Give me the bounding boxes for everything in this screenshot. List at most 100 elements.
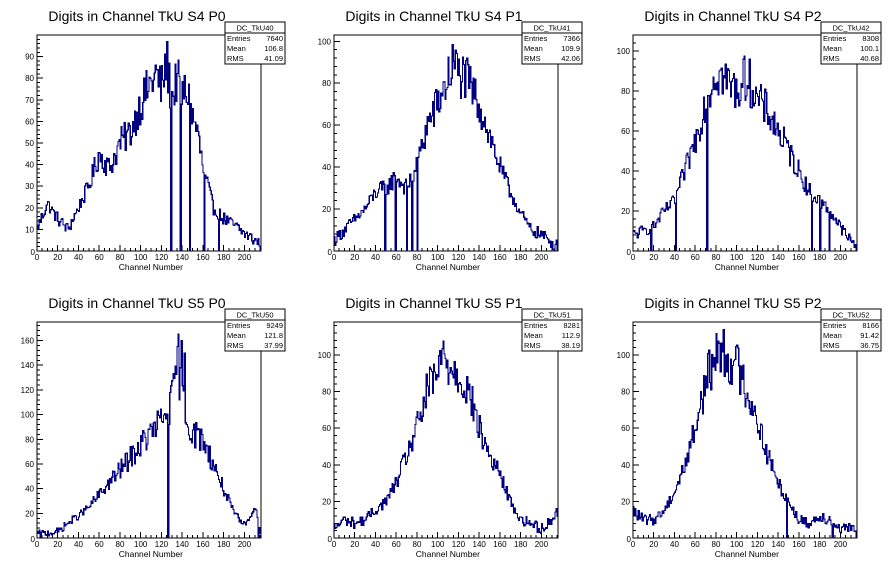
x-tick-label: 200 xyxy=(238,253,252,262)
chart-title: Digits in Channel TkU S4 P2 xyxy=(644,8,821,24)
x-tick-label: 200 xyxy=(834,540,848,549)
x-tick-label: 160 xyxy=(493,540,507,549)
x-tick-label: 100 xyxy=(134,540,148,549)
histogram-series xyxy=(633,55,857,252)
plot-frame xyxy=(632,321,858,539)
x-tick-label: 40 xyxy=(74,540,83,549)
origin-label: 0 xyxy=(31,535,36,544)
stats-name: DC_TkU50 xyxy=(236,311,273,320)
y-tick-label: 60 xyxy=(25,460,34,469)
chart-title: Digits in Channel TkU S5 P2 xyxy=(644,295,821,311)
x-tick-label: 20 xyxy=(53,253,62,262)
stats-value-entries: 8166 xyxy=(862,321,879,330)
origin-label: 0 xyxy=(627,535,632,544)
histogram-panel-4: Digits in Channel TkU S5 P0 0 20 40 60 80 100 1… xyxy=(21,295,286,559)
x-tick-label: 120 xyxy=(155,540,169,549)
x-tick-label: 160 xyxy=(493,253,507,262)
y-tick-label: 20 xyxy=(322,205,331,214)
y-tick-label: 160 xyxy=(21,337,35,346)
histogram-panel-1: Digits in Channel TkU S4 P00 20 40 60 80 100 1… xyxy=(25,8,286,272)
x-tick-label: 140 xyxy=(473,253,487,262)
histogram-panel-3: Digits in Channel TkU S4 P2 0 20 40 60 80 100 1… xyxy=(617,8,882,272)
x-axis-label: Channel Number xyxy=(715,262,779,272)
stats-label-mean: Mean xyxy=(823,331,842,340)
stats-value-entries: 7366 xyxy=(563,34,580,43)
stats-value-mean: 121.8 xyxy=(264,331,283,340)
x-tick-label: 40 xyxy=(670,540,679,549)
stats-value-rms: 38.19 xyxy=(561,341,580,350)
y-tick-label: 100 xyxy=(617,47,631,56)
y-tick-label: 140 xyxy=(21,361,35,370)
x-tick-label: 100 xyxy=(431,540,445,549)
stats-value-mean: 106.8 xyxy=(264,44,283,53)
x-tick-label: 40 xyxy=(74,253,83,262)
x-tick-label: 80 xyxy=(712,540,721,549)
chart-title: Digits in Channel TkU S4 P0 xyxy=(48,8,225,24)
y-tick-label: 30 xyxy=(25,182,34,191)
x-tick-label: 180 xyxy=(217,253,231,262)
x-tick-label: 100 xyxy=(134,253,148,262)
stats-value-entries: 7640 xyxy=(266,34,283,43)
origin-label: 0 xyxy=(627,248,632,257)
stats-label-entries: Entries xyxy=(823,34,847,43)
stats-name: DC_TkU52 xyxy=(832,311,869,320)
x-tick-label: 200 xyxy=(238,540,252,549)
stats-value-entries: 8281 xyxy=(563,321,580,330)
stats-name: DC_TkU51 xyxy=(533,311,570,320)
stats-label-mean: Mean xyxy=(524,44,543,53)
y-tick-label: 60 xyxy=(322,121,331,130)
x-tick-label: 0 xyxy=(631,540,636,549)
chart-title: Digits in Channel TkU S5 P0 xyxy=(48,295,225,311)
stats-label-entries: Entries xyxy=(524,321,548,330)
x-tick-label: 0 xyxy=(35,540,40,549)
x-tick-label: 80 xyxy=(116,253,125,262)
stats-label-entries: Entries xyxy=(227,321,251,330)
stats-value-mean: 91.42 xyxy=(860,331,879,340)
x-tick-label: 60 xyxy=(691,540,700,549)
x-tick-label: 140 xyxy=(772,540,786,549)
y-tick-label: 70 xyxy=(25,96,34,105)
chart-title: Digits in Channel TkU S4 P1 xyxy=(345,8,522,24)
x-tick-label: 60 xyxy=(95,540,104,549)
x-tick-label: 120 xyxy=(751,253,765,262)
y-tick-label: 60 xyxy=(621,424,630,433)
stats-label-entries: Entries xyxy=(227,34,251,43)
x-tick-label: 180 xyxy=(813,253,827,262)
histogram-panel-5: Digits in Channel TkU S5 P1 0 20 40 60 80 100 1… xyxy=(318,295,583,559)
y-tick-label: 20 xyxy=(621,497,630,506)
stats-name: DC_TkU42 xyxy=(832,24,869,33)
x-tick-label: 160 xyxy=(196,253,210,262)
x-tick-label: 180 xyxy=(813,540,827,549)
x-tick-label: 0 xyxy=(332,253,337,262)
x-tick-label: 20 xyxy=(350,253,359,262)
stats-box-frame xyxy=(820,308,882,352)
stats-name: DC_TkU40 xyxy=(236,24,273,33)
plot-frame xyxy=(333,34,559,252)
x-tick-label: 120 xyxy=(452,540,466,549)
x-tick-label: 20 xyxy=(649,540,658,549)
x-tick-label: 80 xyxy=(413,540,422,549)
histogram-series xyxy=(37,333,261,539)
stats-label-entries: Entries xyxy=(524,34,548,43)
y-tick-label: 40 xyxy=(25,485,34,494)
plot-frame xyxy=(36,321,262,539)
chart-title: Digits in Channel TkU S5 P1 xyxy=(345,295,522,311)
x-tick-label: 80 xyxy=(116,540,125,549)
stats-box-frame xyxy=(521,21,583,65)
y-tick-label: 20 xyxy=(25,509,34,518)
x-axis-label: Channel Number xyxy=(416,262,480,272)
y-tick-label: 40 xyxy=(621,167,630,176)
stats-label-rms: RMS xyxy=(524,54,541,63)
histogram-panel-6: Digits in Channel TkU S5 P2 0 20 40 60 80 100 1… xyxy=(617,295,882,559)
x-tick-label: 100 xyxy=(431,253,445,262)
x-tick-label: 40 xyxy=(371,540,380,549)
stats-value-mean: 112.9 xyxy=(562,331,580,340)
x-tick-label: 200 xyxy=(834,253,848,262)
x-tick-label: 100 xyxy=(730,540,744,549)
origin-label: 0 xyxy=(31,248,36,257)
y-tick-label: 20 xyxy=(621,207,630,216)
